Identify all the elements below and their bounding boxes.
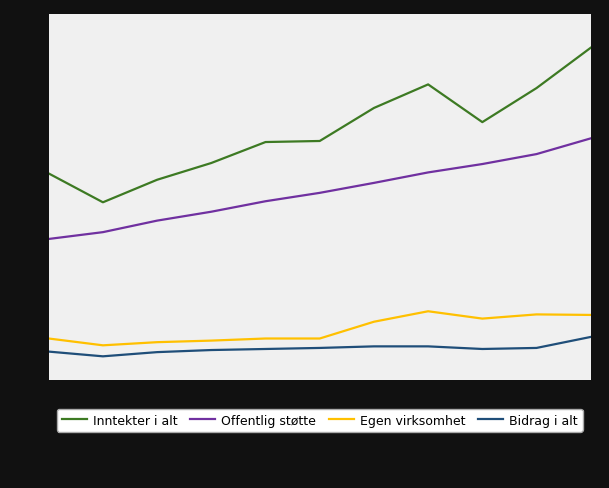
Inntekter i alt (45, 171, 52, 177)
Offentlig støtte (587, 136, 594, 142)
Bidrag i alt (45, 349, 52, 355)
Offentlig støtte (45, 237, 52, 243)
Egen virksomhet (45, 336, 52, 342)
Egen virksomhet (208, 338, 215, 344)
Offentlig støtte (99, 230, 107, 236)
Egen virksomhet (316, 336, 323, 342)
Bidrag i alt (479, 346, 486, 352)
Legend: Inntekter i alt, Offentlig støtte, Egen virksomhet, Bidrag i alt: Inntekter i alt, Offentlig støtte, Egen … (57, 409, 583, 432)
Line: Bidrag i alt: Bidrag i alt (49, 337, 591, 357)
Inntekter i alt (370, 106, 378, 112)
Offentlig støtte (208, 209, 215, 215)
Bidrag i alt (316, 346, 323, 351)
Bidrag i alt (153, 349, 161, 355)
Offentlig støtte (316, 190, 323, 196)
Egen virksomhet (479, 316, 486, 322)
Inntekter i alt (208, 161, 215, 166)
Egen virksomhet (262, 336, 269, 342)
Offentlig støtte (153, 218, 161, 224)
Offentlig støtte (424, 170, 432, 176)
Egen virksomhet (370, 319, 378, 325)
Inntekter i alt (587, 46, 594, 52)
Inntekter i alt (99, 200, 107, 206)
Bidrag i alt (533, 346, 540, 351)
Bidrag i alt (424, 344, 432, 349)
Offentlig støtte (533, 152, 540, 158)
Bidrag i alt (99, 354, 107, 360)
Line: Inntekter i alt: Inntekter i alt (49, 49, 591, 203)
Offentlig støtte (479, 162, 486, 168)
Line: Offentlig støtte: Offentlig støtte (49, 139, 591, 240)
Inntekter i alt (316, 139, 323, 144)
Inntekter i alt (533, 86, 540, 92)
Bidrag i alt (262, 346, 269, 352)
Offentlig støtte (370, 181, 378, 186)
Egen virksomhet (99, 343, 107, 348)
Egen virksomhet (424, 309, 432, 315)
Bidrag i alt (370, 344, 378, 349)
Inntekter i alt (262, 140, 269, 146)
Inntekter i alt (153, 178, 161, 183)
Offentlig støtte (262, 199, 269, 205)
Egen virksomhet (153, 340, 161, 346)
Inntekter i alt (424, 82, 432, 88)
Egen virksomhet (587, 312, 594, 318)
Inntekter i alt (479, 120, 486, 126)
Egen virksomhet (533, 312, 540, 318)
Line: Egen virksomhet: Egen virksomhet (49, 312, 591, 346)
Bidrag i alt (587, 334, 594, 340)
Bidrag i alt (208, 347, 215, 353)
